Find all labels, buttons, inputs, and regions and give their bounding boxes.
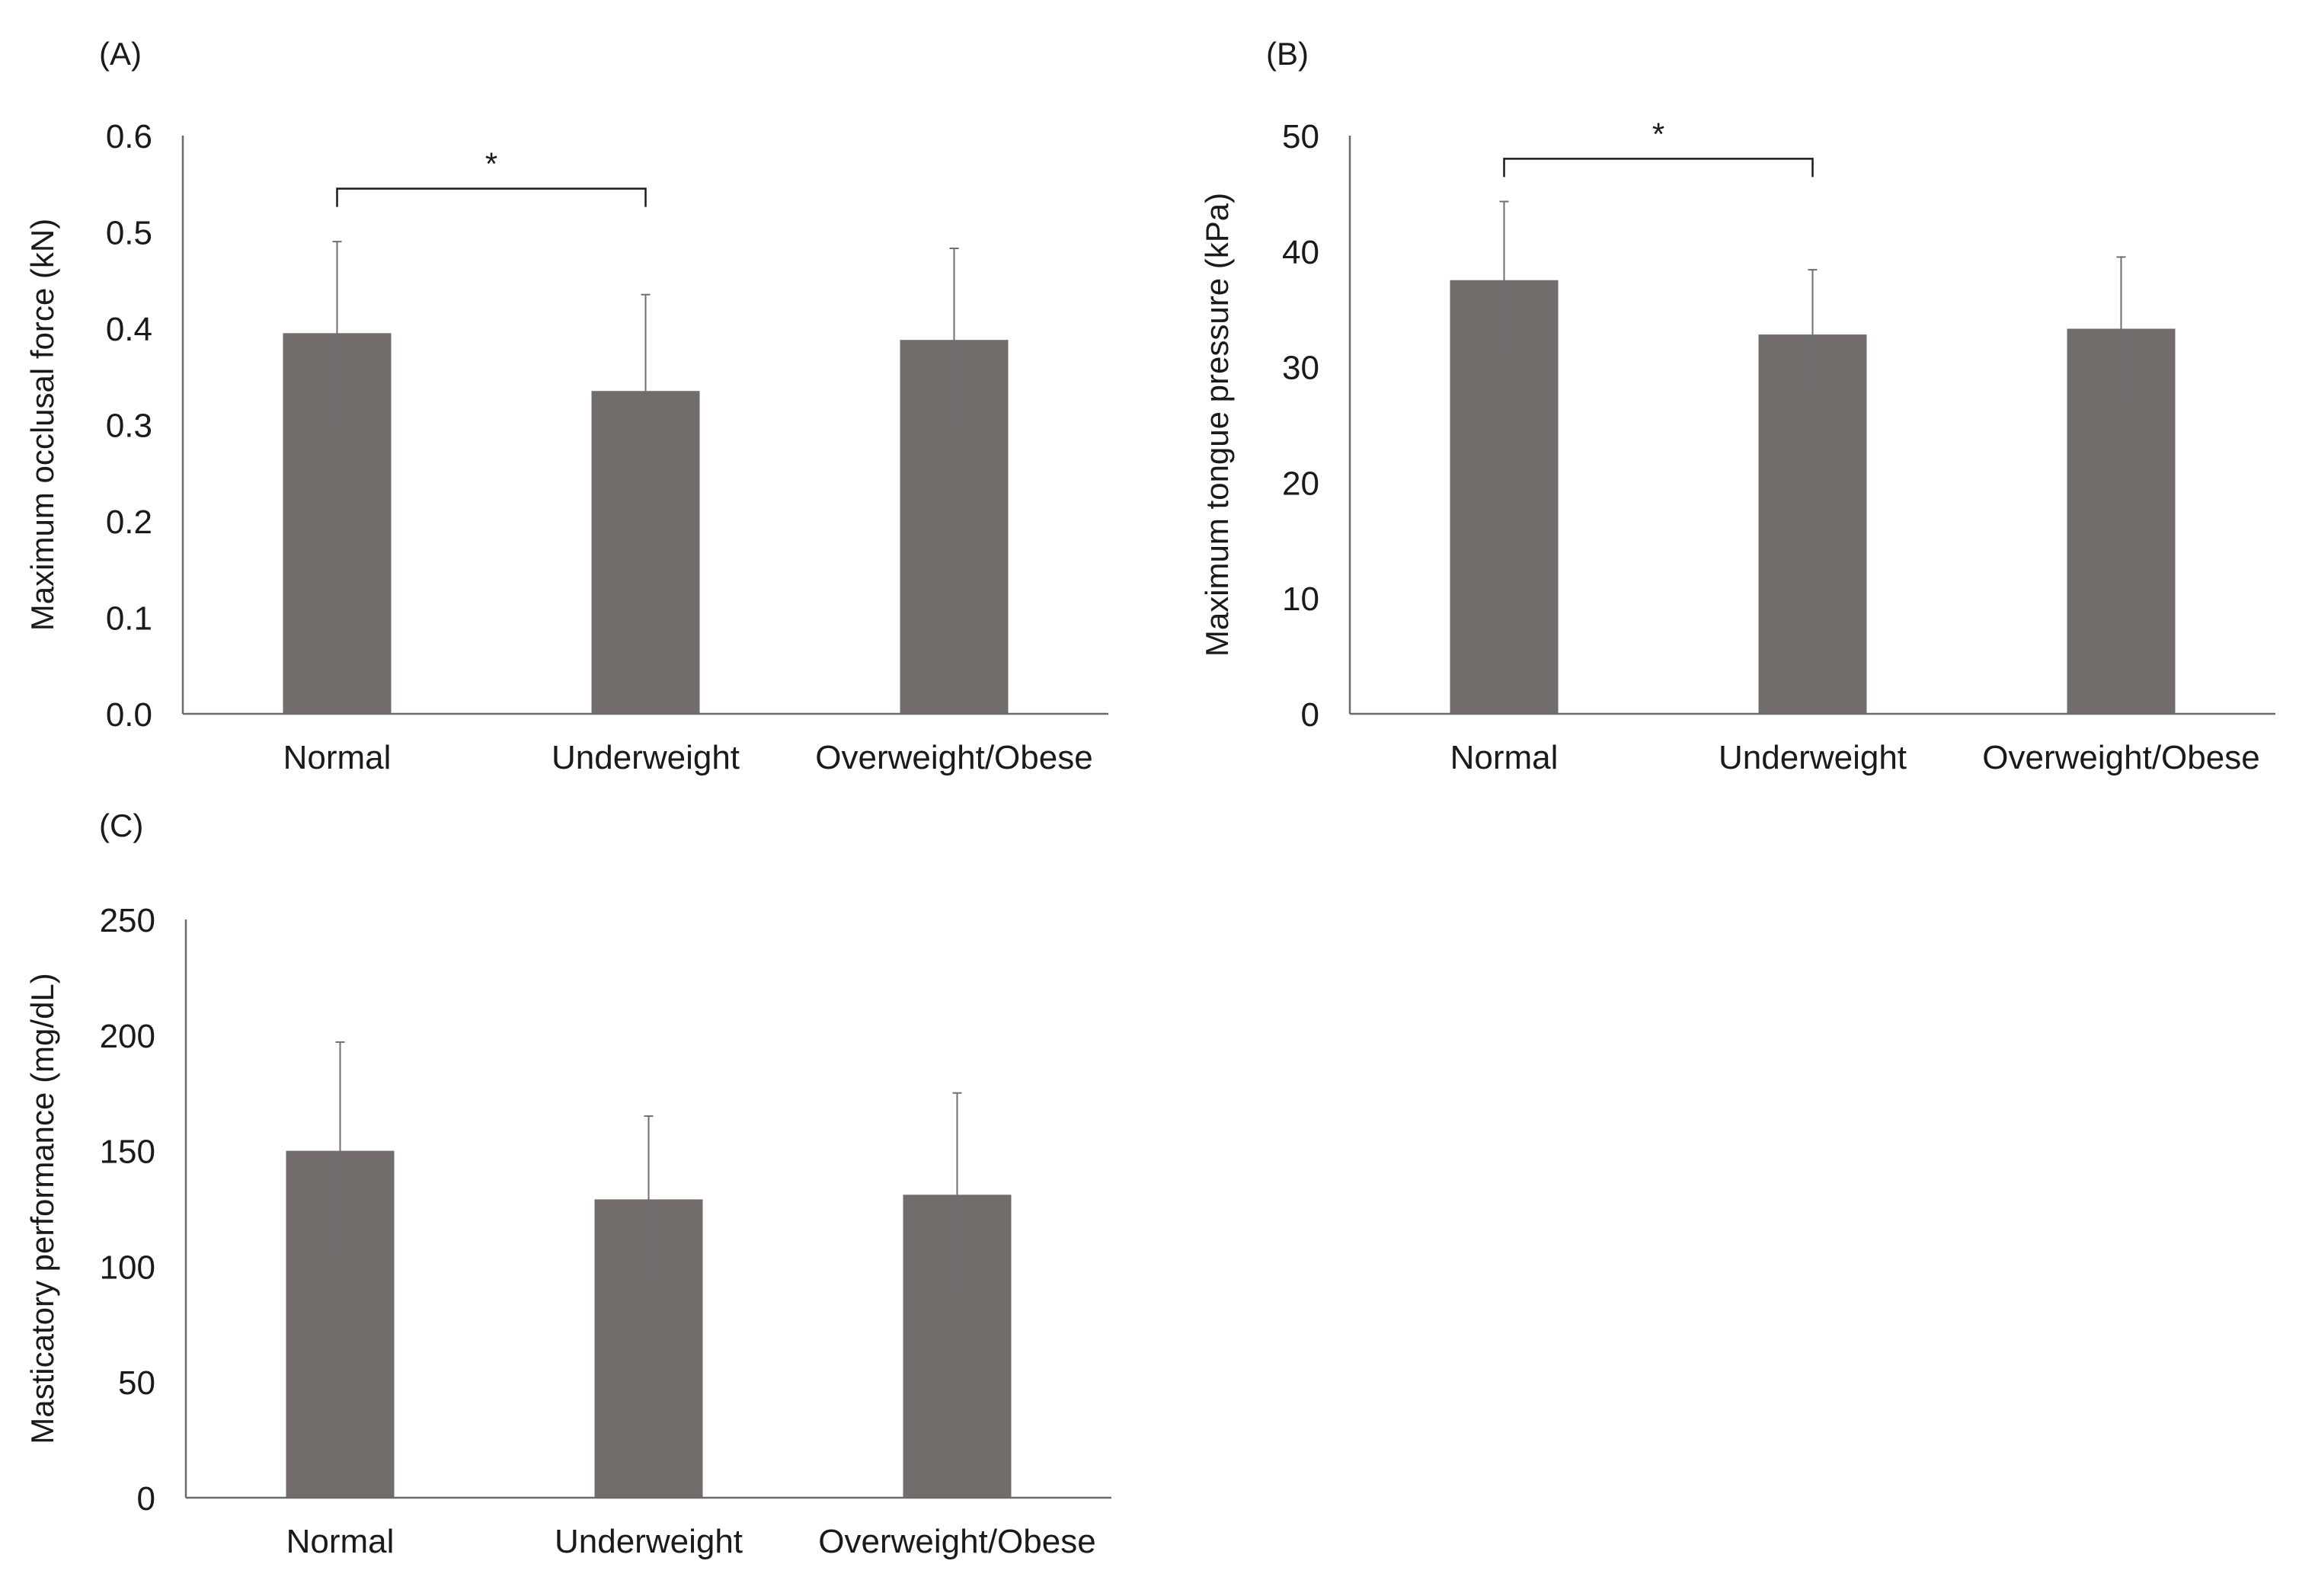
panel-label: (B) (1266, 36, 1309, 72)
y-axis-label: Maximum occlusal force (kN) (24, 219, 60, 631)
x-tick-label: Underweight (1719, 739, 1907, 776)
x-tick-label: Overweight/Obese (1982, 739, 2259, 776)
y-axis-label: Masticatory performance (mg/dL) (24, 973, 60, 1444)
y-tick-label: 10 (1282, 581, 1319, 618)
panel-label: (C) (99, 808, 143, 843)
y-tick-label: 50 (1282, 118, 1319, 155)
y-tick-label: 0.0 (106, 696, 152, 734)
x-tick-label: Overweight/Obese (815, 739, 1092, 776)
y-tick-label: 200 (100, 1018, 155, 1055)
x-tick-label: Normal (286, 1523, 395, 1560)
x-tick-label: Underweight (555, 1523, 743, 1560)
chart-panel-2: (B) 0 10 20 30 40 50 Maximum tongue pressure (k… (1199, 36, 2275, 776)
x-tick-label: Underweight (552, 739, 740, 776)
chart-panel-1: (A) 0.0 0.1 0.2 0.3 0.4 0.5 0.6 Maximum occlusal… (24, 36, 1108, 776)
y-tick-label: 150 (100, 1134, 155, 1171)
y-axis-label: Maximum tongue pressure (kPa) (1199, 193, 1235, 657)
y-tick-label: 0.1 (106, 600, 152, 638)
y-tick-label: 0.4 (106, 311, 152, 348)
y-tick-label: 100 (100, 1249, 155, 1286)
y-tick-label: 250 (100, 902, 155, 939)
significance-bracket (1503, 158, 1814, 178)
y-tick-label: 0.2 (106, 504, 152, 541)
significance-marker: * (1652, 116, 1664, 152)
y-tick-label: 0.3 (106, 408, 152, 445)
significance-bracket (336, 187, 647, 207)
chart-panel-3: (C) 0 50 100 150 200 250 Masticatory performanc… (24, 808, 1111, 1560)
y-tick-label: 40 (1282, 234, 1319, 271)
significance-marker: * (485, 146, 497, 182)
panel-label: (A) (99, 36, 142, 72)
y-tick-label: 30 (1282, 350, 1319, 387)
y-tick-label: 0 (1301, 696, 1319, 734)
y-tick-label: 50 (118, 1364, 155, 1402)
x-tick-label: Normal (1450, 739, 1559, 776)
x-tick-label: Overweight/Obese (818, 1523, 1095, 1560)
y-tick-label: 0.6 (106, 118, 152, 155)
x-tick-label: Normal (283, 739, 392, 776)
y-tick-label: 0.5 (106, 215, 152, 252)
y-tick-label: 0 (137, 1480, 155, 1518)
y-tick-label: 20 (1282, 465, 1319, 502)
